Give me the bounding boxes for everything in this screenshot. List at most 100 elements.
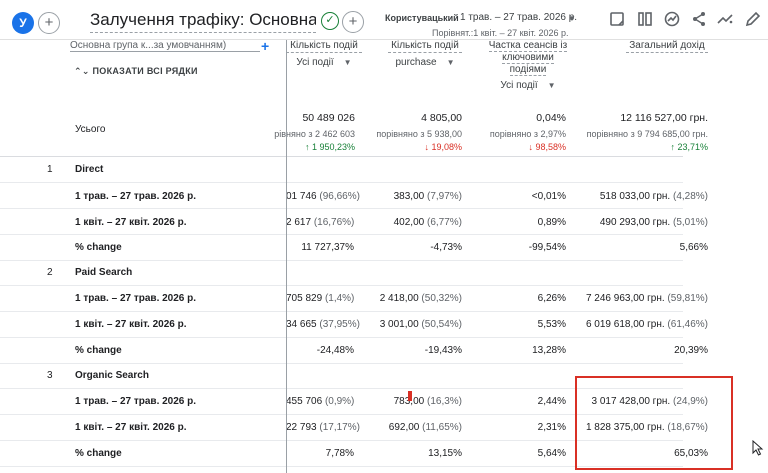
purchase-count-change: -4,73% <box>430 242 462 253</box>
annotation-marker <box>408 391 412 401</box>
purchase-count-change: 13,15% <box>428 448 462 459</box>
report-title[interactable]: Залучення трафіку: Основна г... <box>90 10 316 33</box>
row-index: 1 <box>47 164 53 175</box>
revenue-cell: 1 828 375,00 грн. (18,67%) <box>585 422 708 433</box>
expand-icon: ⌃⌄ <box>74 66 90 76</box>
purchase-count-change: -19,43% <box>424 345 462 356</box>
trend-icon[interactable] <box>716 10 734 28</box>
compare-date-range: Порівнят.:1 квіт. – 27 квіт. 2026 р. <box>432 28 569 38</box>
total-session-key-event-rate: 0,04% порівняно з 2,97% ↓ 98,58% <box>489 112 566 152</box>
pencil-icon[interactable] <box>744 10 762 28</box>
channel-name[interactable]: Organic Search <box>75 370 149 381</box>
primary-dimension-selector[interactable]: Основна група к...за умовчанням) <box>70 40 260 52</box>
total-event-count: 50 489 026 рівняно з 2 462 603 ↑ 1 950,2… <box>274 112 355 152</box>
key-event-rate-cell: 2,31% <box>537 422 566 433</box>
purchase-count-cell: 2 418,00 (50,32%) <box>379 293 462 304</box>
table-row[interactable] <box>0 389 683 415</box>
column-header-session-key-event-rate[interactable]: Частка сеансів із ключовими подіями Усі … <box>488 40 568 91</box>
key-event-rate-cell: <0,01% <box>531 191 566 202</box>
purchase-count-cell: 783,00 (16,3%) <box>393 396 462 407</box>
key-event-rate-cell: 0,89% <box>537 217 566 228</box>
period-label: 1 квіт. – 27 квіт. 2026 р. <box>75 422 187 433</box>
revenue-change: 65,03% <box>674 448 708 459</box>
event-count-cell: 34 665 (37,95%) <box>286 319 360 330</box>
change-label: % change <box>75 242 122 253</box>
table-row[interactable] <box>0 209 683 235</box>
revenue-cell: 6 019 618,00 грн. (61,46%) <box>585 319 708 330</box>
revenue-cell: 518 033,00 грн. (4,28%) <box>599 191 708 202</box>
channel-name[interactable]: Paid Search <box>75 267 133 278</box>
period-label: 1 квіт. – 27 квіт. 2026 р. <box>75 217 187 228</box>
chevron-down-icon[interactable]: ▼ <box>547 81 556 90</box>
row-index: 3 <box>47 370 53 381</box>
date-range-picker[interactable]: 1 трав. – 27 трав. 2026 р. <box>460 12 578 23</box>
key-event-rate-cell: 6,26% <box>537 293 566 304</box>
mouse-cursor-icon <box>752 439 764 461</box>
chevron-down-icon[interactable]: ▼ <box>446 58 455 67</box>
report-header: У + Залучення трафіку: Основна г... ✓ + … <box>0 0 768 40</box>
event-count-change: 7,78% <box>325 448 354 459</box>
event-count-cell: 705 829 (1,4%) <box>286 293 355 304</box>
table-row[interactable] <box>0 286 683 312</box>
table-row[interactable] <box>0 235 683 261</box>
add-filter-button[interactable]: + <box>342 11 364 33</box>
show-all-rows-button[interactable]: ⌃⌄ ПОКАЗАТИ ВСІ РЯДКИ <box>74 66 198 76</box>
purchase-count-cell: 692,00 (11,65%) <box>388 422 462 433</box>
revenue-cell: 7 246 963,00 грн. (59,81%) <box>585 293 708 304</box>
row-index: 2 <box>47 267 53 278</box>
chevron-down-icon[interactable]: ▼ <box>568 14 576 23</box>
period-label: 1 трав. – 27 трав. 2026 р. <box>75 293 197 304</box>
table-row[interactable] <box>0 312 683 338</box>
period-label: 1 трав. – 27 трав. 2026 р. <box>75 396 197 407</box>
period-label: 1 квіт. – 27 квіт. 2026 р. <box>75 319 187 330</box>
revenue-cell: 3 017 428,00 грн. (24,9%) <box>591 396 708 407</box>
channel-name[interactable]: Direct <box>75 164 104 175</box>
column-header-purchase-count[interactable]: Кількість подій purchase ▼ <box>388 40 462 69</box>
change-label: % change <box>75 345 122 356</box>
totals-divider <box>0 156 683 157</box>
user-avatar[interactable]: У <box>12 12 34 34</box>
event-count-cell: 22 793 (17,17%) <box>286 422 360 433</box>
period-label: 1 трав. – 27 трав. 2026 р. <box>75 191 197 202</box>
annotation-highlight-box <box>575 376 733 470</box>
total-purchase-count: 4 805,00 порівняно з 5 938,00 ↓ 19,08% <box>376 112 462 152</box>
key-event-rate-change: -99,54% <box>528 242 566 253</box>
key-event-rate-cell: 2,44% <box>537 396 566 407</box>
column-header-event-count[interactable]: Кількість подій Усі події ▼ <box>286 40 362 69</box>
event-count-cell: 2 617 (16,76%) <box>286 217 355 228</box>
revenue-change: 20,39% <box>674 345 708 356</box>
purchase-count-cell: 3 001,00 (50,54%) <box>379 319 462 330</box>
add-dimension-button[interactable]: + <box>261 38 270 54</box>
compare-columns-icon[interactable] <box>636 10 654 28</box>
key-event-rate-cell: 5,53% <box>537 319 566 330</box>
date-range-type[interactable]: Користувацький <box>385 13 459 23</box>
key-event-rate-change: 13,28% <box>532 345 566 356</box>
table-row[interactable] <box>0 441 683 467</box>
add-comparison-button[interactable]: + <box>38 12 60 34</box>
event-count-change: -24,48% <box>316 345 354 356</box>
purchase-count-cell: 402,00 (6,77%) <box>393 217 462 228</box>
revenue-change: 5,66% <box>679 242 708 253</box>
revenue-cell: 490 293,00 грн. (5,01%) <box>599 217 708 228</box>
totals-label: Усього <box>75 124 106 135</box>
insights-icon[interactable] <box>663 10 681 28</box>
table-row[interactable] <box>0 415 683 441</box>
group-row-organic-search[interactable] <box>0 364 683 389</box>
key-event-rate-change: 5,64% <box>537 448 566 459</box>
group-row-direct[interactable] <box>0 157 683 183</box>
edit-report-icon[interactable] <box>608 10 626 28</box>
saved-check-icon: ✓ <box>321 12 339 30</box>
table-row[interactable] <box>0 183 683 209</box>
table-row[interactable] <box>0 338 683 364</box>
share-icon[interactable] <box>690 10 708 28</box>
chevron-down-icon[interactable]: ▼ <box>343 58 352 67</box>
column-header-total-revenue[interactable]: Загальний дохід <box>626 40 708 53</box>
purchase-count-cell: 383,00 (7,97%) <box>393 191 462 202</box>
frozen-column-divider[interactable] <box>286 40 287 473</box>
event-count-cell: 455 706 (0,9%) <box>286 396 355 407</box>
group-row-paid-search[interactable] <box>0 261 683 286</box>
total-revenue: 12 116 527,00 грн. порівняно з 9 794 685… <box>586 112 708 152</box>
event-count-change: 11 727,37% <box>301 242 354 253</box>
change-label: % change <box>75 448 122 459</box>
event-count-cell: 01 746 (96,66%) <box>286 191 360 202</box>
